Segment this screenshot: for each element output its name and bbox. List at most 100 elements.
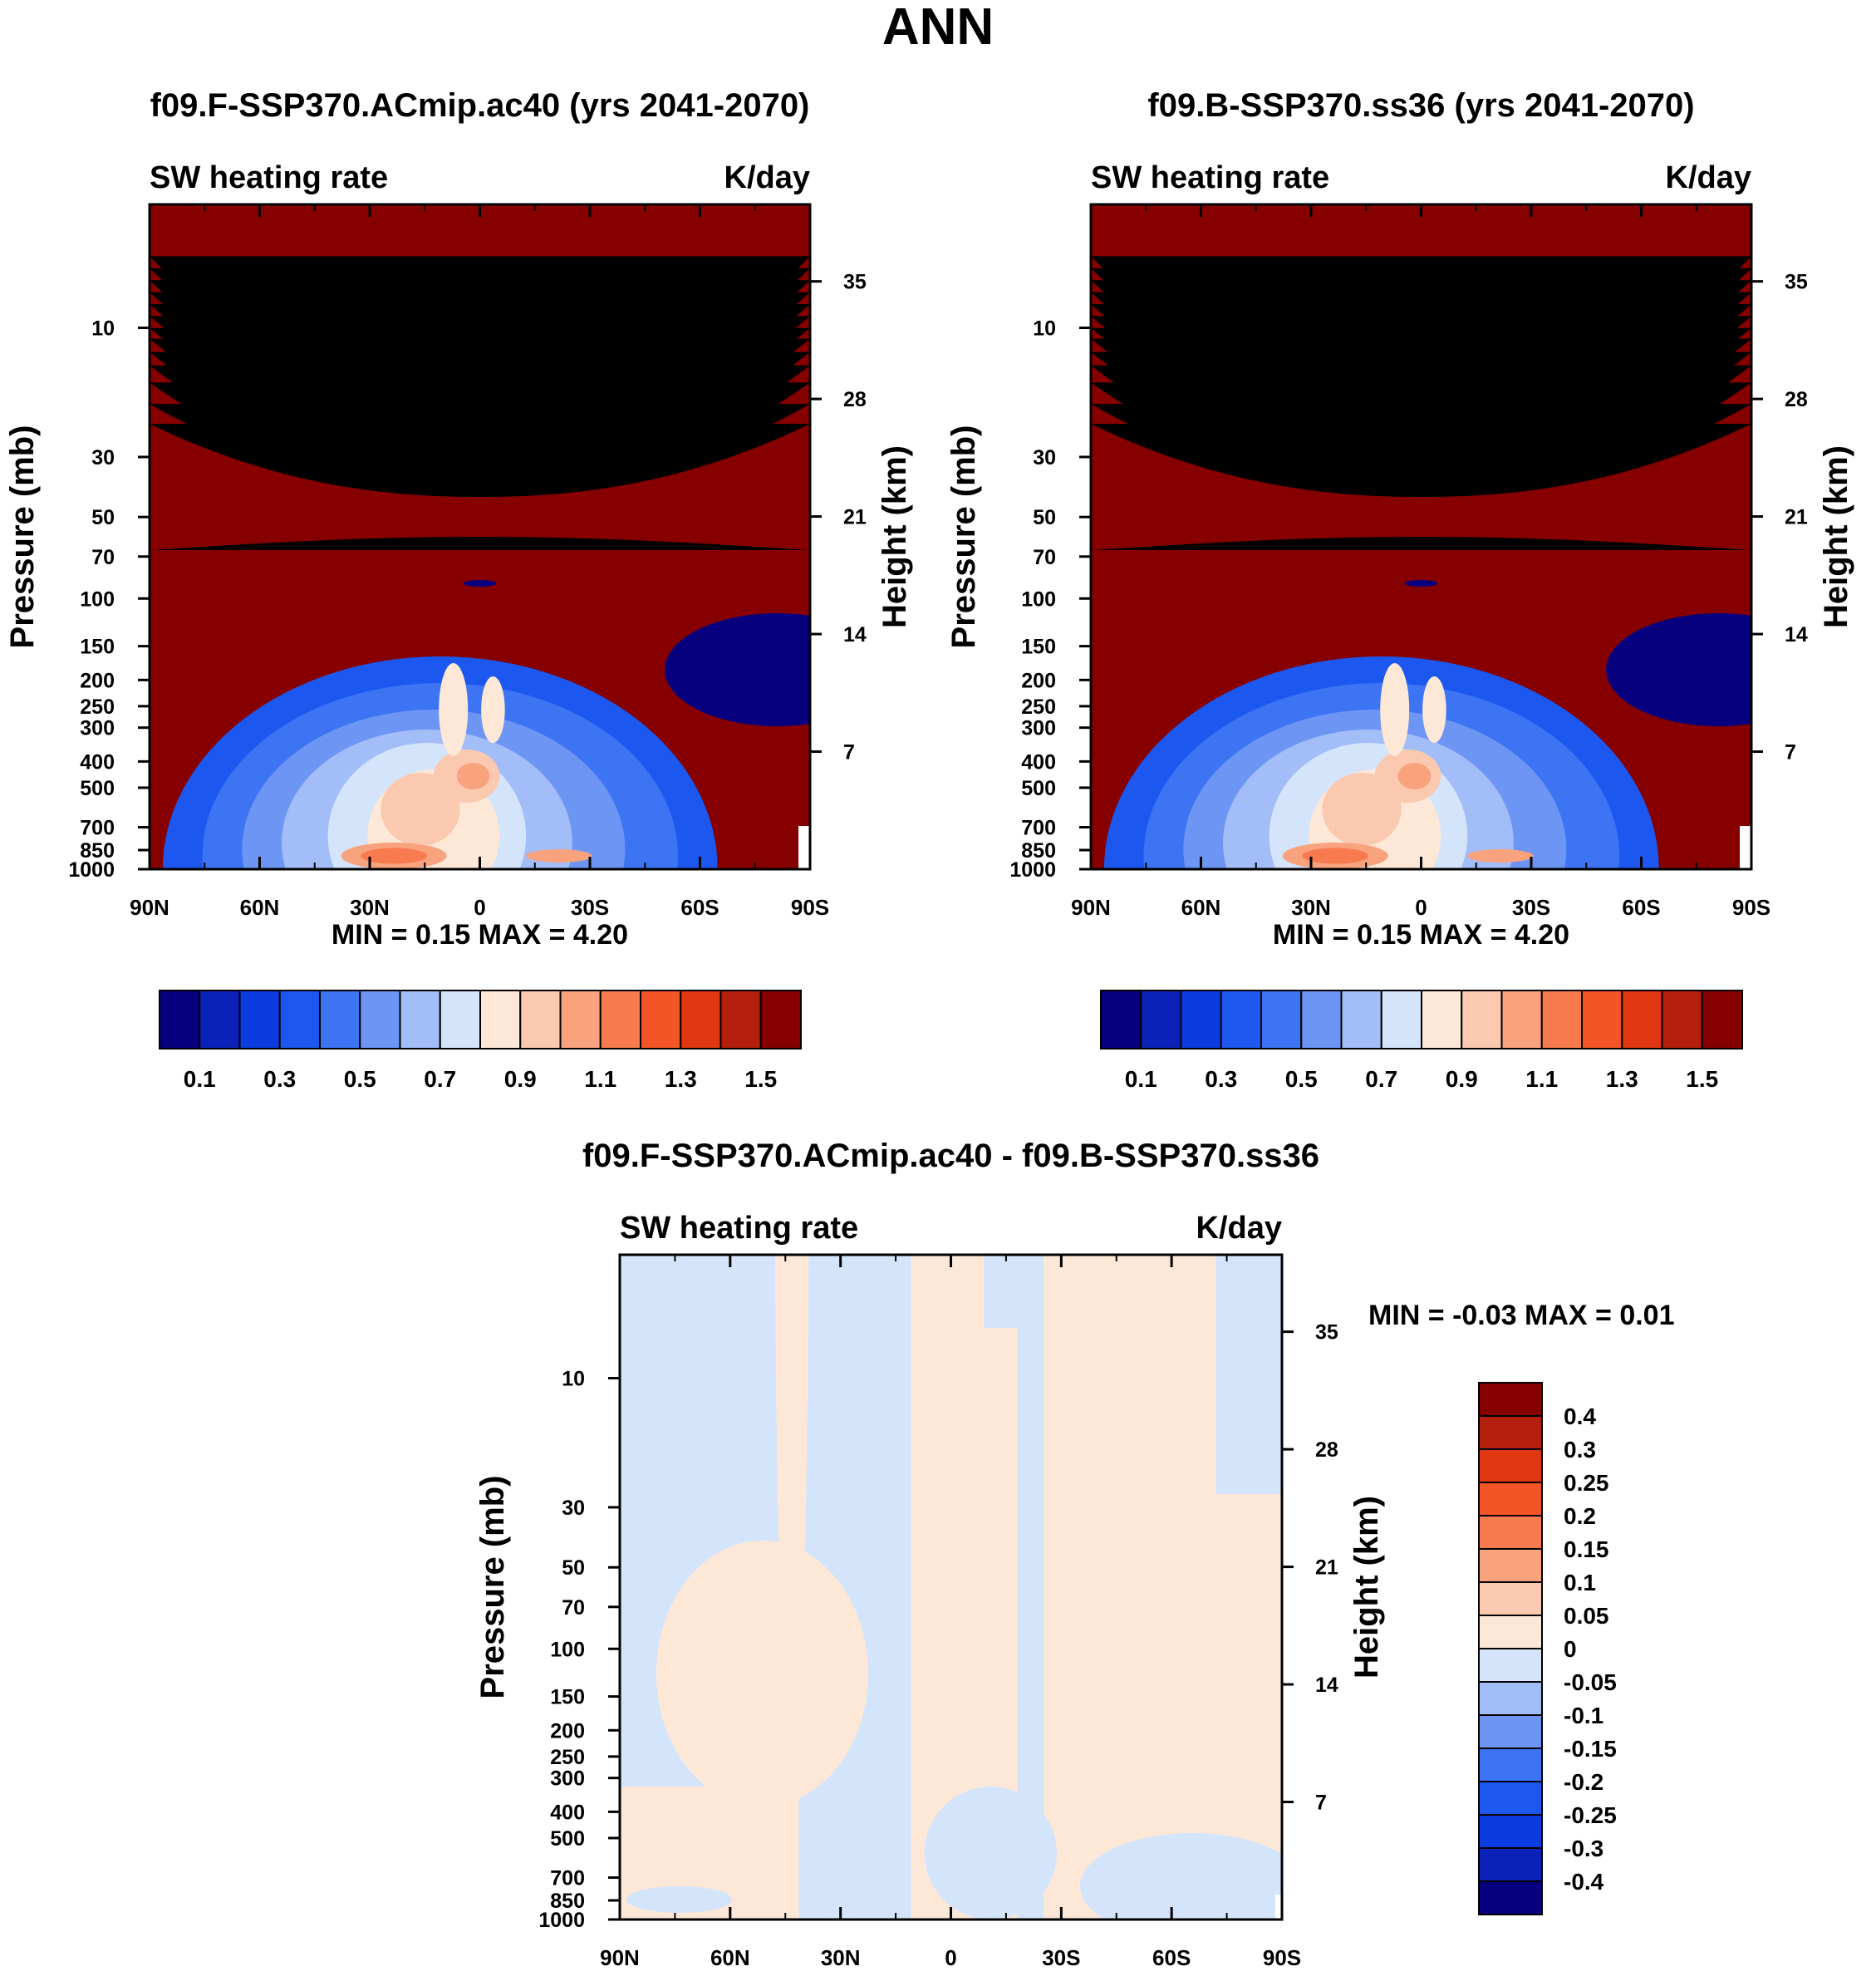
- y-tick-label: 50: [1033, 506, 1056, 529]
- colorbar-box: [1478, 1814, 1543, 1849]
- y-tick-label: 200: [80, 669, 115, 692]
- height-tick-label: 21: [843, 506, 867, 529]
- colorbar-box: [1478, 1515, 1543, 1550]
- colorbar-box: [479, 990, 522, 1049]
- colorbar-label: -0.2: [1564, 1769, 1603, 1795]
- y-tick-label: 200: [550, 1719, 585, 1743]
- colorbar-label: 1.1: [1525, 1066, 1558, 1092]
- height-tick-label: 14: [1785, 623, 1808, 646]
- colorbar-label: 0.05: [1564, 1603, 1609, 1629]
- contour-band: [150, 424, 810, 497]
- colorbar-box: [1478, 1648, 1543, 1683]
- colorbar-label: 0.3: [263, 1066, 296, 1092]
- contour-blob: [439, 663, 469, 756]
- y-tick-label: 300: [550, 1767, 585, 1791]
- colorbar-box: [1260, 990, 1303, 1049]
- contour-blob: [1079, 1833, 1282, 1920]
- right-string: K/day: [724, 160, 810, 195]
- height-tick-label: 7: [1315, 1792, 1327, 1815]
- y-tick-label: 10: [562, 1368, 585, 1391]
- contour-blob: [1302, 848, 1368, 864]
- colorbar-box: [640, 990, 682, 1049]
- x-tick-label: 90S: [1263, 1945, 1301, 1970]
- colorbar-box: [1478, 1382, 1543, 1417]
- contour-blob: [1086, 1255, 1140, 1720]
- y-tick-label: 1000: [1009, 858, 1056, 882]
- colorbar-label: -0.3: [1564, 1836, 1603, 1861]
- colorbar-label: 0.1: [1564, 1570, 1596, 1595]
- colorbar-box: [1621, 990, 1663, 1049]
- x-tick-label: 90N: [130, 895, 169, 920]
- colorbar-label: 1.3: [1606, 1066, 1638, 1092]
- colorbar-box: [1478, 1714, 1543, 1749]
- colorbar-box: [1478, 1615, 1543, 1649]
- colorbar-box: [1380, 990, 1422, 1049]
- colorbar-label: -0.05: [1564, 1669, 1617, 1695]
- colorbar-label: 0.25: [1564, 1470, 1609, 1496]
- colorbar-box: [1180, 990, 1222, 1049]
- contour-blob: [775, 1255, 809, 1720]
- contour-blob: [1606, 613, 1751, 726]
- colorbar-box: [1220, 990, 1262, 1049]
- panel-ss36: f09.B-SSP370.ss36 (yrs 2041-2070) SW heat…: [945, 87, 1854, 1092]
- contour-blob: [626, 1886, 733, 1913]
- y-axis-title: Pressure (mb): [474, 1476, 511, 1699]
- left-string: SW heating rate: [150, 160, 388, 195]
- contour-field: [620, 1255, 1282, 1920]
- height-axis-title: Height (km): [877, 445, 913, 628]
- y-tick-label: 1000: [538, 1909, 585, 1932]
- colorbar-box: [1661, 990, 1703, 1049]
- missing-data: [1275, 1895, 1282, 1920]
- height-tick-label: 7: [1785, 741, 1796, 764]
- contour-blob: [361, 848, 427, 864]
- colorbar-box: [1478, 1482, 1543, 1516]
- colorbar-label: 0.7: [1365, 1066, 1397, 1092]
- right-string: K/day: [1196, 1211, 1282, 1246]
- height-tick-label: 14: [843, 623, 867, 646]
- height-tick-label: 7: [843, 741, 855, 764]
- colorbar-box: [1100, 990, 1142, 1049]
- colorbar-box: [1478, 1448, 1543, 1483]
- x-tick-label: 90N: [600, 1945, 640, 1970]
- height-tick-label: 14: [1315, 1674, 1338, 1697]
- y-tick-label: 700: [1021, 817, 1056, 840]
- y-tick-label: 400: [80, 750, 115, 774]
- colorbar-box: [238, 990, 281, 1049]
- colorbar-box: [159, 990, 201, 1049]
- contour-blob: [1404, 580, 1438, 587]
- height-tick-label: 35: [1785, 271, 1808, 294]
- x-tick-label: 60S: [1152, 1945, 1191, 1970]
- colorbar-label: -0.4: [1564, 1869, 1604, 1895]
- y-tick-label: 70: [1033, 546, 1056, 569]
- y-tick-label: 100: [80, 587, 115, 611]
- colorbar-box: [1478, 1548, 1543, 1583]
- y-tick-label: 700: [550, 1867, 585, 1890]
- colorbar-label: 1.1: [584, 1066, 616, 1092]
- colorbar-box: [1421, 990, 1463, 1049]
- colorbar-box: [1478, 1681, 1543, 1716]
- y-tick-label: 850: [80, 839, 115, 863]
- colorbar-box: [1300, 990, 1343, 1049]
- y-tick-label: 50: [562, 1556, 585, 1580]
- y-tick-label: 500: [1021, 777, 1056, 800]
- min-max-text: MIN = 0.15 MAX = 4.20: [1273, 919, 1569, 951]
- y-tick-label: 150: [1021, 636, 1056, 659]
- contour-blob: [805, 1793, 911, 1886]
- y-tick-label: 250: [1021, 696, 1056, 719]
- colorbar-box: [1478, 1847, 1543, 1882]
- y-tick-label: 30: [562, 1497, 585, 1520]
- x-tick-label: 90N: [1071, 895, 1111, 920]
- colorbar-label: 0.1: [184, 1066, 216, 1092]
- x-tick-label: 30S: [1042, 1945, 1080, 1970]
- colorbar-label: 0.2: [1564, 1503, 1596, 1529]
- contour-blob: [1397, 763, 1432, 789]
- contour-blob: [526, 849, 592, 863]
- height-tick-label: 28: [1785, 388, 1808, 411]
- y-tick-label: 400: [550, 1801, 585, 1824]
- colorbar-box: [1140, 990, 1182, 1049]
- y-tick-label: 1000: [68, 858, 115, 882]
- contour-blob: [481, 676, 505, 743]
- y-tick-label: 200: [1021, 669, 1056, 692]
- left-string: SW heating rate: [620, 1211, 858, 1246]
- y-tick-label: 100: [1021, 587, 1056, 611]
